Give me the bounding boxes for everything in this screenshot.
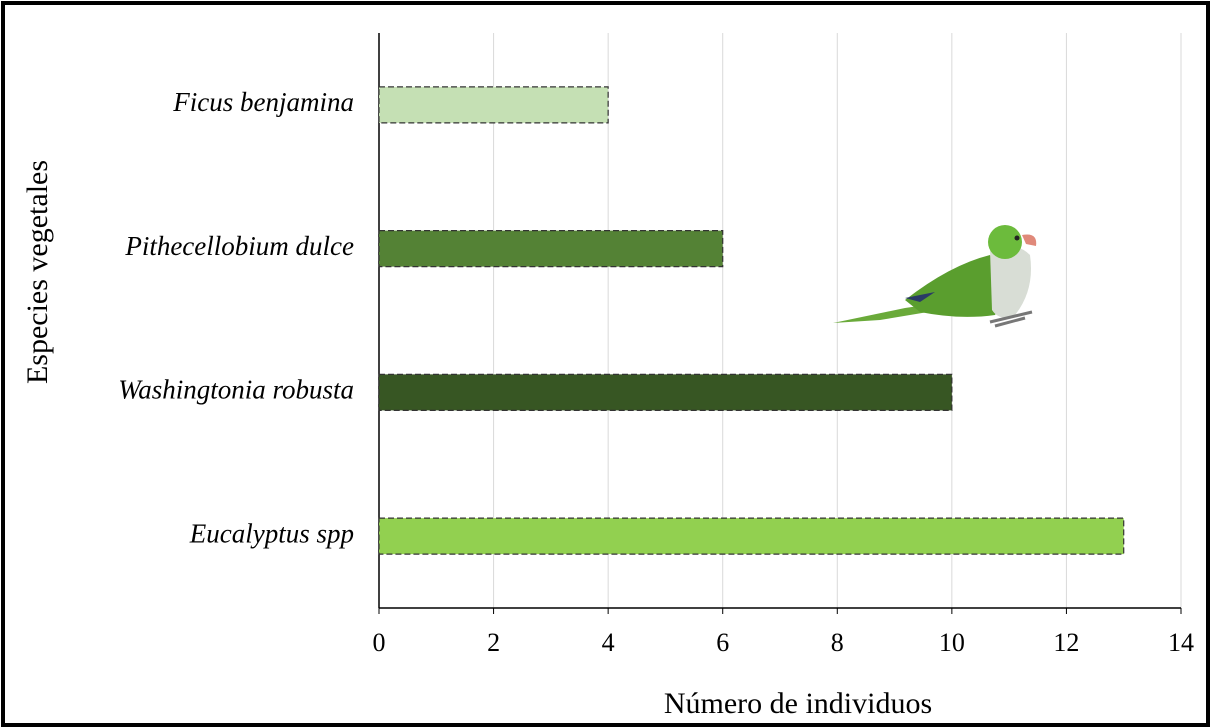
x-tick-label: 4 (602, 628, 615, 657)
y-tick-label: Ficus benjamina (172, 87, 354, 117)
y-tick-label: Washingtonia robusta (118, 375, 354, 405)
x-tick-label: 6 (716, 628, 729, 657)
bar (378, 517, 1125, 555)
parrot-illustration (833, 225, 1037, 328)
x-tick-label: 2 (487, 628, 500, 657)
y-tick-label: Eucalyptus spp (189, 518, 354, 548)
y-tick-label: Pithecellobium dulce (124, 231, 354, 261)
x-tick-label: 8 (831, 628, 844, 657)
bar (378, 86, 609, 124)
x-tick-label: 10 (939, 628, 965, 657)
x-axis-title: Número de individuos (664, 687, 932, 720)
bar (378, 373, 953, 411)
x-tick-label: 14 (1168, 628, 1194, 657)
y-axis-title: Especies vegetales (21, 160, 54, 384)
x-tick-label: 0 (373, 628, 386, 657)
x-tick-label: 12 (1053, 628, 1079, 657)
bar (378, 230, 724, 268)
